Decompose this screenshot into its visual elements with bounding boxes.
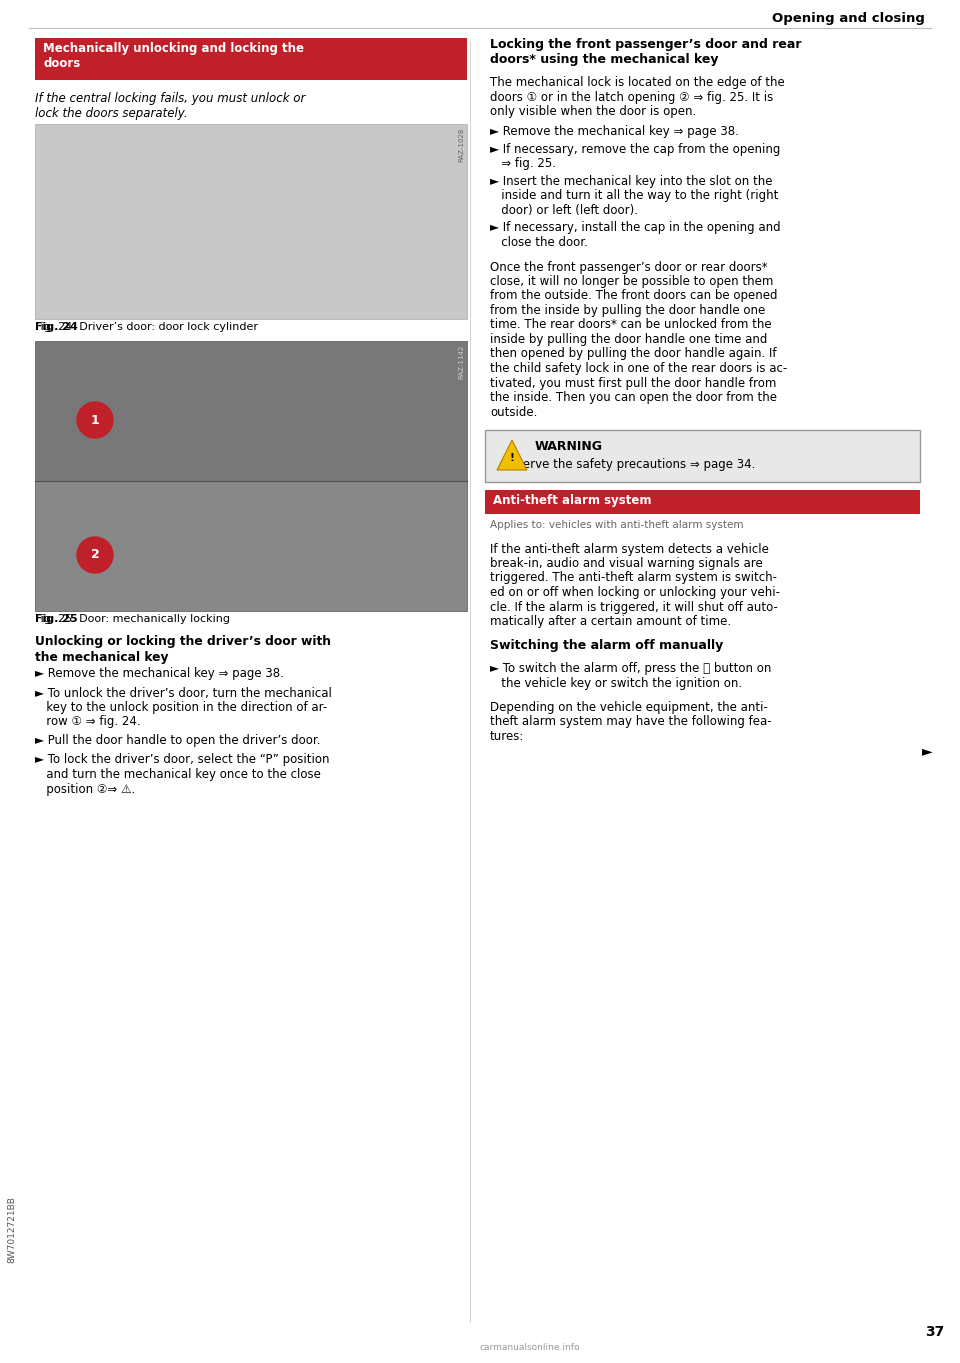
Text: ed on or off when locking or unlocking your vehi-: ed on or off when locking or unlocking y… <box>490 586 780 598</box>
FancyBboxPatch shape <box>35 124 467 319</box>
Text: doors* using the mechanical key: doors* using the mechanical key <box>490 53 718 67</box>
Text: ► If necessary, remove the cap from the opening: ► If necessary, remove the cap from the … <box>490 143 780 155</box>
Text: 8W7012721BB: 8W7012721BB <box>8 1197 16 1264</box>
Text: ► If necessary, install the cap in the opening and: ► If necessary, install the cap in the o… <box>490 222 780 234</box>
Text: carmanualsonline.info: carmanualsonline.info <box>480 1343 580 1352</box>
Text: ►: ► <box>922 744 932 758</box>
Circle shape <box>77 402 113 438</box>
FancyBboxPatch shape <box>35 341 467 481</box>
Text: Fig. 25  Door: mechanically locking: Fig. 25 Door: mechanically locking <box>35 613 230 624</box>
Text: Fig. 25: Fig. 25 <box>35 613 78 624</box>
FancyBboxPatch shape <box>485 491 920 514</box>
Text: Applies to: vehicles with anti-theft alarm system: Applies to: vehicles with anti-theft ala… <box>490 521 743 530</box>
Text: lock the doors separately.: lock the doors separately. <box>35 106 187 120</box>
Text: the inside. Then you can open the door from the: the inside. Then you can open the door f… <box>490 391 777 403</box>
Text: ► To lock the driver’s door, select the “P” position: ► To lock the driver’s door, select the … <box>35 754 329 766</box>
Text: Switching the alarm off manually: Switching the alarm off manually <box>490 639 723 653</box>
Text: Locking the front passenger’s door and rear: Locking the front passenger’s door and r… <box>490 38 802 50</box>
FancyBboxPatch shape <box>35 38 467 80</box>
Text: ► To switch the alarm off, press the 🔒 button on: ► To switch the alarm off, press the 🔒 b… <box>490 662 772 675</box>
Text: break-in, audio and visual warning signals are: break-in, audio and visual warning signa… <box>490 557 763 570</box>
Text: Fig. 24: Fig. 24 <box>35 322 78 333</box>
Text: close the door.: close the door. <box>490 236 588 249</box>
Text: theft alarm system may have the following fea-: theft alarm system may have the followin… <box>490 716 772 728</box>
Text: inside by pulling the door handle one time and: inside by pulling the door handle one ti… <box>490 333 767 346</box>
Text: the mechanical key: the mechanical key <box>35 650 169 664</box>
Text: door) or left (left door).: door) or left (left door). <box>490 204 638 217</box>
Polygon shape <box>497 440 527 470</box>
Text: triggered. The anti-theft alarm system is switch-: triggered. The anti-theft alarm system i… <box>490 571 777 585</box>
Text: Mechanically unlocking and locking the
doors: Mechanically unlocking and locking the d… <box>43 42 304 70</box>
Text: ⇒ fig. 25.: ⇒ fig. 25. <box>490 158 556 170</box>
Text: key to the unlock position in the direction of ar-: key to the unlock position in the direct… <box>35 701 327 714</box>
Text: Opening and closing: Opening and closing <box>772 12 925 25</box>
Text: ► Remove the mechanical key ⇒ page 38.: ► Remove the mechanical key ⇒ page 38. <box>490 125 739 139</box>
Text: If the anti-theft alarm system detects a vehicle: If the anti-theft alarm system detects a… <box>490 542 769 556</box>
Text: 37: 37 <box>925 1325 945 1338</box>
Text: then opened by pulling the door handle again. If: then opened by pulling the door handle a… <box>490 348 777 360</box>
Text: row ① ⇒ fig. 24.: row ① ⇒ fig. 24. <box>35 716 140 728</box>
Text: If the central locking fails, you must unlock or: If the central locking fails, you must u… <box>35 91 305 105</box>
Text: cle. If the alarm is triggered, it will shut off auto-: cle. If the alarm is triggered, it will … <box>490 601 778 613</box>
Text: tures:: tures: <box>490 731 524 743</box>
Text: and turn the mechanical key once to the close: and turn the mechanical key once to the … <box>35 767 321 781</box>
Text: !: ! <box>510 453 515 463</box>
Text: the vehicle key or switch the ignition on.: the vehicle key or switch the ignition o… <box>490 676 742 690</box>
Text: Fig. 24  Driver’s door: door lock cylinder: Fig. 24 Driver’s door: door lock cylinde… <box>35 322 258 333</box>
Text: from the outside. The front doors can be opened: from the outside. The front doors can be… <box>490 289 778 303</box>
Circle shape <box>77 537 113 572</box>
Text: 2: 2 <box>90 548 100 562</box>
Text: position ②⇒ ⚠.: position ②⇒ ⚠. <box>35 782 135 796</box>
Text: ► To unlock the driver’s door, turn the mechanical: ► To unlock the driver’s door, turn the … <box>35 687 332 699</box>
Text: time. The rear doors* can be unlocked from the: time. The rear doors* can be unlocked fr… <box>490 319 772 331</box>
Text: Once the front passenger’s door or rear doors*: Once the front passenger’s door or rear … <box>490 260 768 274</box>
Text: inside and turn it all the way to the right (right: inside and turn it all the way to the ri… <box>490 189 779 203</box>
Text: from the inside by pulling the door handle one: from the inside by pulling the door hand… <box>490 304 765 318</box>
Text: outside.: outside. <box>490 406 538 418</box>
Text: only visible when the door is open.: only visible when the door is open. <box>490 105 696 119</box>
Text: The mechanical lock is located on the edge of the: The mechanical lock is located on the ed… <box>490 76 784 89</box>
Text: RAZ-1028: RAZ-1028 <box>458 128 464 162</box>
Text: Anti-theft alarm system: Anti-theft alarm system <box>493 493 652 507</box>
Text: doors ① or in the latch opening ② ⇒ fig. 25. It is: doors ① or in the latch opening ② ⇒ fig.… <box>490 90 773 104</box>
Text: ► Pull the door handle to open the driver’s door.: ► Pull the door handle to open the drive… <box>35 735 321 747</box>
FancyBboxPatch shape <box>35 481 467 611</box>
Text: ► Insert the mechanical key into the slot on the: ► Insert the mechanical key into the slo… <box>490 174 773 188</box>
Text: 1: 1 <box>90 413 100 427</box>
Text: close, it will no longer be possible to open them: close, it will no longer be possible to … <box>490 275 774 288</box>
Text: tivated, you must first pull the door handle from: tivated, you must first pull the door ha… <box>490 376 777 390</box>
Text: WARNING: WARNING <box>535 440 603 453</box>
Text: RAZ-1142: RAZ-1142 <box>458 345 464 379</box>
Text: Unlocking or locking the driver’s door with: Unlocking or locking the driver’s door w… <box>35 635 331 647</box>
FancyBboxPatch shape <box>485 429 920 483</box>
Text: Observe the safety precautions ⇒ page 34.: Observe the safety precautions ⇒ page 34… <box>500 458 756 472</box>
Text: matically after a certain amount of time.: matically after a certain amount of time… <box>490 615 732 628</box>
Text: Depending on the vehicle equipment, the anti-: Depending on the vehicle equipment, the … <box>490 701 768 714</box>
Text: ► Remove the mechanical key ⇒ page 38.: ► Remove the mechanical key ⇒ page 38. <box>35 667 284 680</box>
Text: the child safety lock in one of the rear doors is ac-: the child safety lock in one of the rear… <box>490 363 787 375</box>
